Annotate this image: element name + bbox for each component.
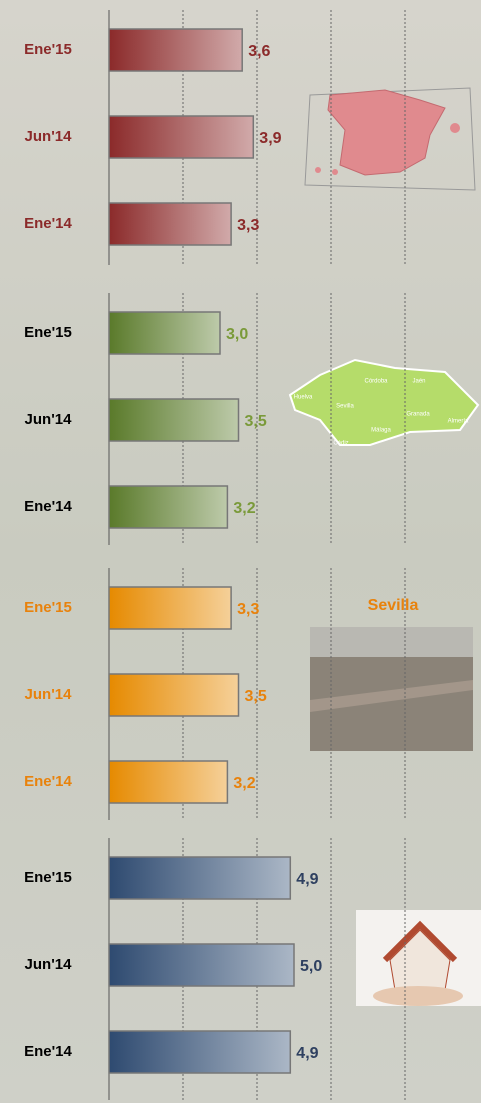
value-label: 3,2 <box>233 775 255 792</box>
value-label: 3,2 <box>233 500 255 517</box>
bar <box>108 202 232 246</box>
bar <box>108 398 240 442</box>
value-label: 4,9 <box>296 871 318 888</box>
map-label: Almería <box>448 419 469 425</box>
map-label: Jaén <box>412 379 425 385</box>
value-label: 5,0 <box>300 958 322 975</box>
map-label: Granada <box>406 412 430 418</box>
y-tick-label: Ene'14 <box>24 1043 72 1060</box>
bar <box>108 485 229 529</box>
value-label: 3,6 <box>248 43 270 60</box>
andalucia-map <box>288 358 480 446</box>
y-tick-label: Ene'15 <box>24 41 72 58</box>
bar <box>108 1030 292 1074</box>
bar <box>108 856 292 900</box>
bar <box>108 760 229 804</box>
bar <box>108 28 243 72</box>
y-tick-label: Jun'14 <box>25 956 73 973</box>
value-label: 3,5 <box>245 688 267 705</box>
annotation: Sevilla <box>368 597 419 614</box>
y-tick-label: Ene'15 <box>24 869 72 886</box>
map-label: Cádiz <box>333 441 348 447</box>
y-tick-label: Ene'15 <box>24 599 72 616</box>
map-label: Málaga <box>371 428 391 434</box>
value-label: 3,3 <box>237 601 259 618</box>
value-label: 3,5 <box>245 413 267 430</box>
y-tick-label: Jun'14 <box>25 411 73 428</box>
photo-detail <box>310 680 473 712</box>
y-tick-label: Ene'14 <box>24 773 72 790</box>
bar <box>108 115 255 159</box>
map-label: Córdoba <box>364 379 388 385</box>
value-label: 3,3 <box>237 217 259 234</box>
map-label: Sevilla <box>336 404 354 410</box>
spain-map <box>304 87 476 191</box>
bar <box>108 311 221 355</box>
y-tick-label: Ene'14 <box>24 215 72 232</box>
bar <box>108 673 240 717</box>
bar <box>108 943 295 987</box>
hands <box>373 986 463 1006</box>
y-tick-label: Ene'15 <box>24 324 72 341</box>
bar <box>108 586 232 630</box>
photo-sky <box>310 627 473 657</box>
value-label: 3,0 <box>226 326 248 343</box>
y-tick-label: Jun'14 <box>25 686 73 703</box>
value-label: 3,9 <box>259 130 281 147</box>
map-label: Huelva <box>294 395 313 401</box>
y-tick-label: Jun'14 <box>25 128 73 145</box>
y-tick-label: Ene'14 <box>24 498 72 515</box>
value-label: 4,9 <box>296 1045 318 1062</box>
